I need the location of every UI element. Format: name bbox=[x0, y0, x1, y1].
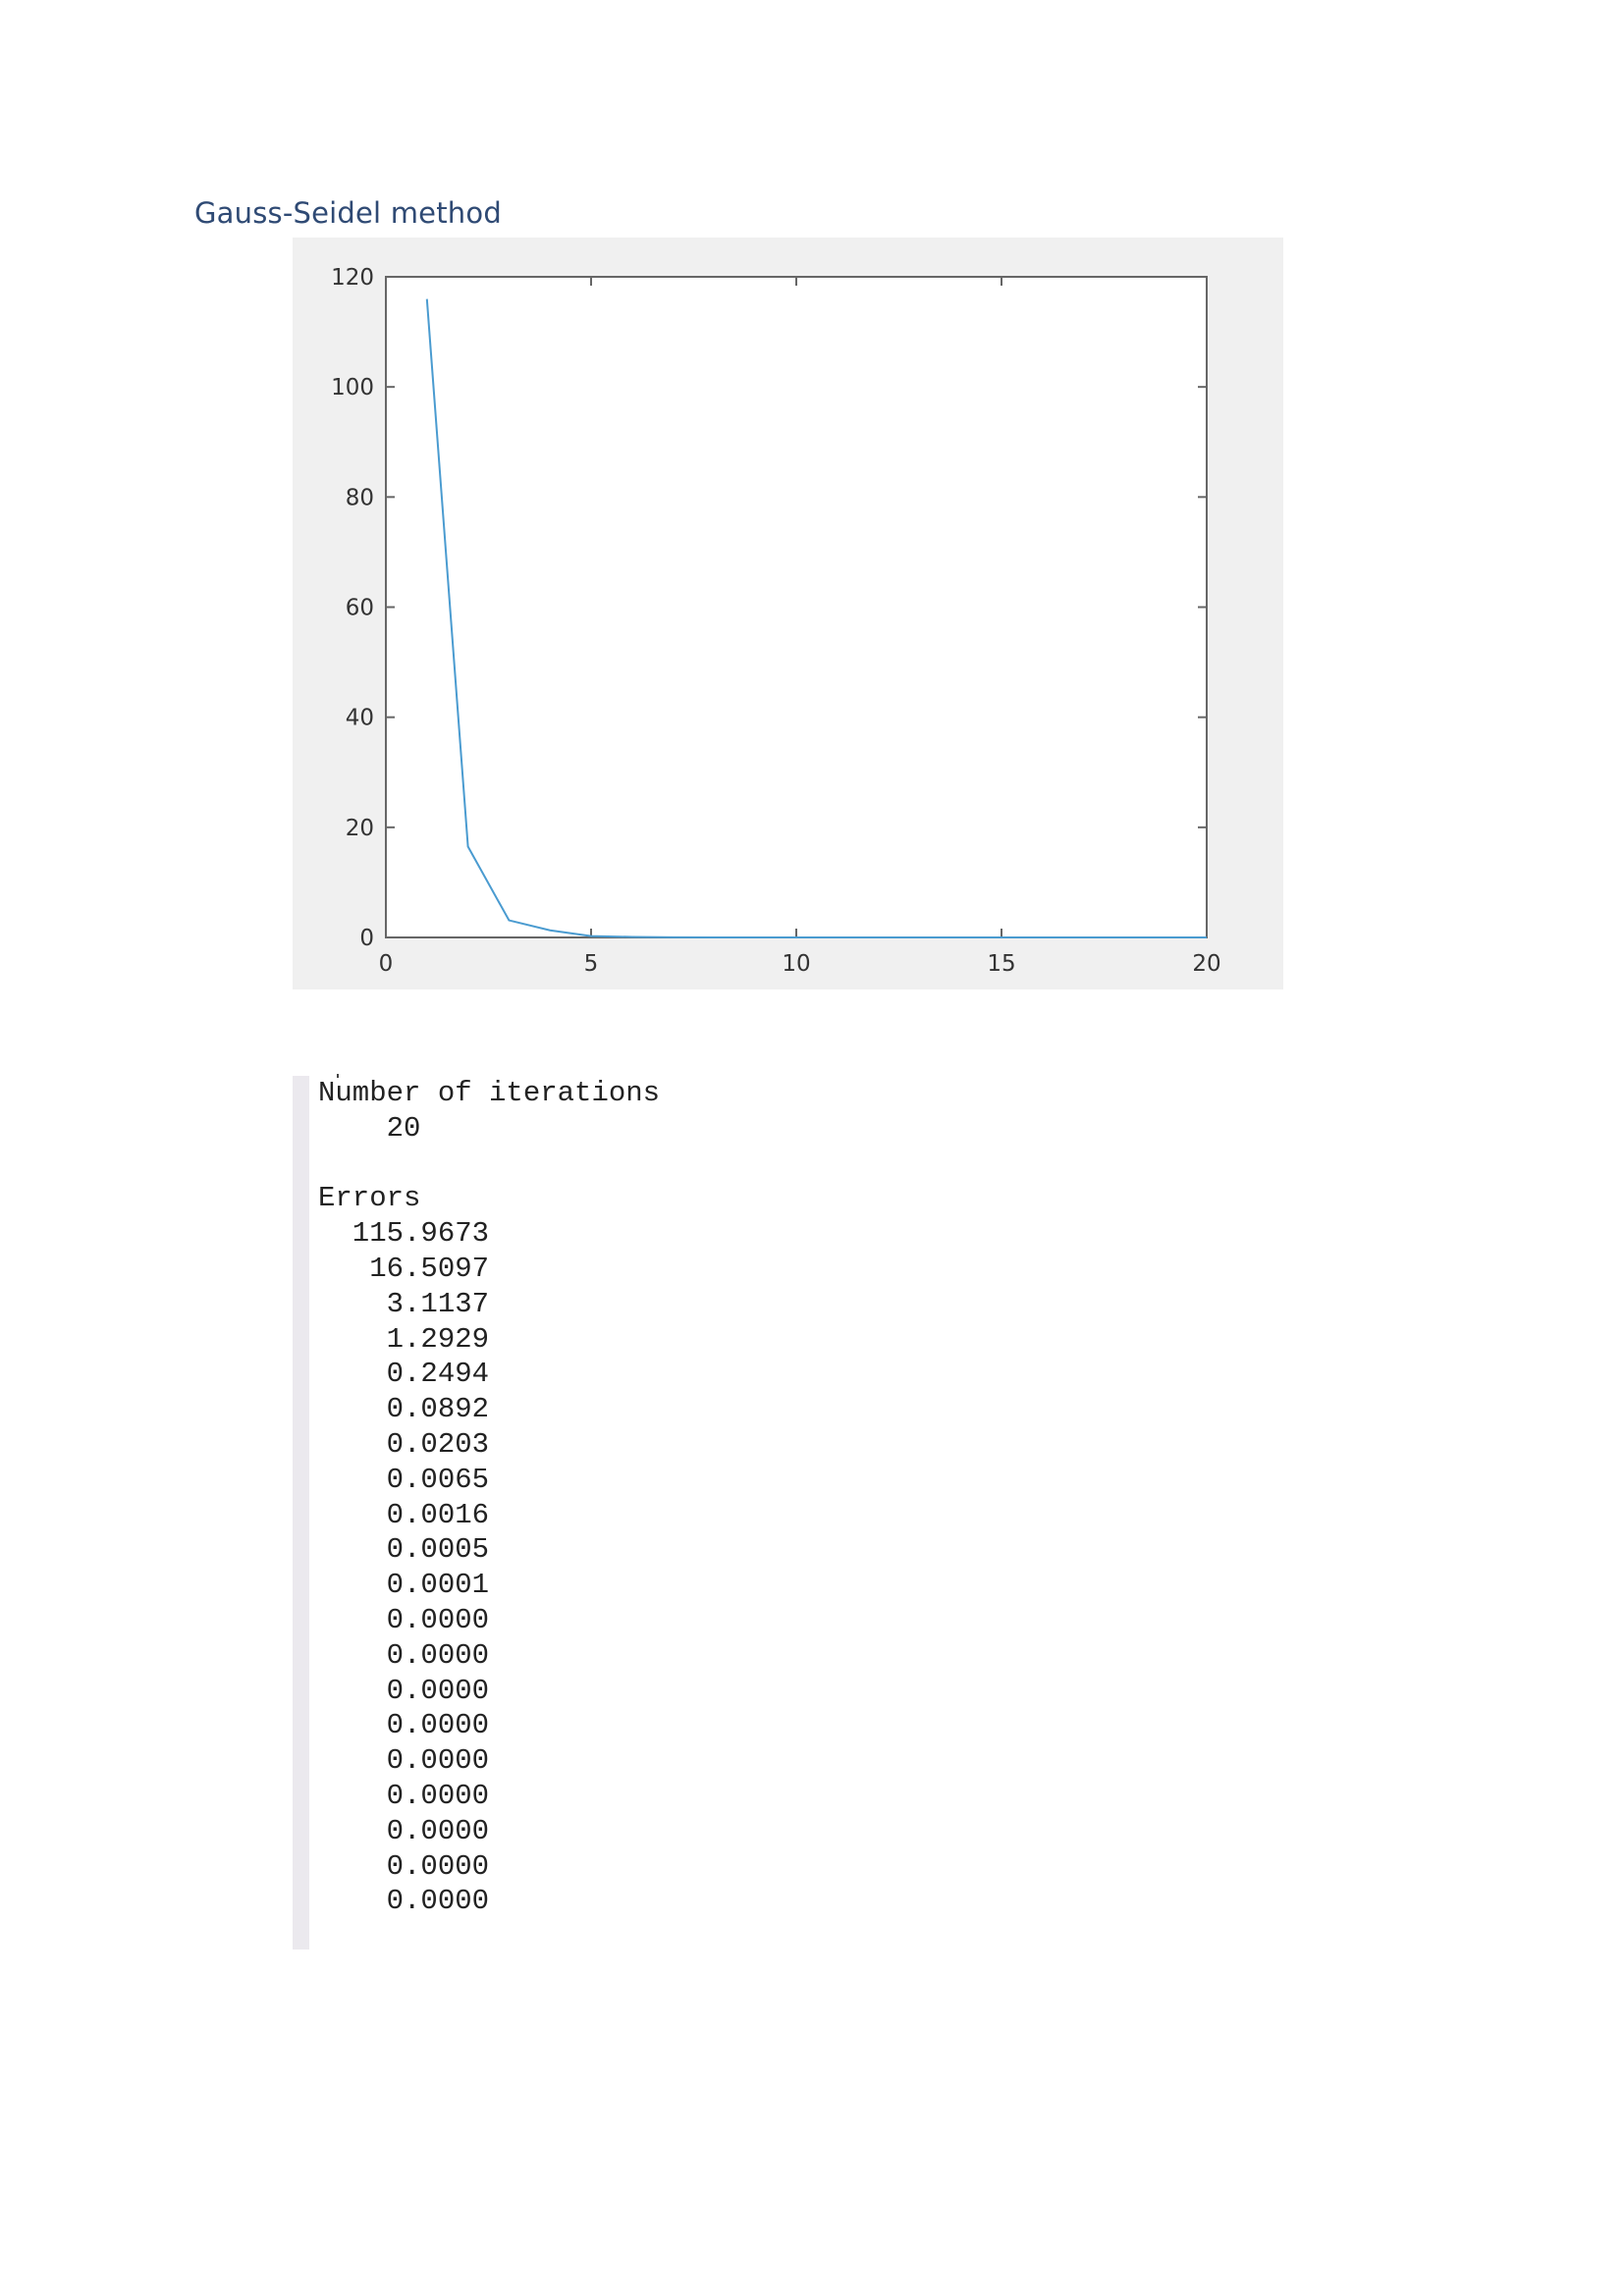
y-tick-label: 100 bbox=[331, 375, 374, 400]
error-value: 0.2494 bbox=[318, 1358, 490, 1391]
page-heading: Gauss-Seidel method bbox=[194, 196, 502, 230]
figure-panel: 0 5 10 15 20 0 20 40 60 80 100 120 bbox=[293, 238, 1283, 989]
errors-label: Errors bbox=[318, 1182, 421, 1215]
error-value: 0.0000 bbox=[318, 1709, 490, 1742]
error-value: 0.0065 bbox=[318, 1463, 490, 1496]
error-value: 0.0000 bbox=[318, 1885, 490, 1918]
error-value: 16.5097 bbox=[318, 1252, 490, 1285]
plot-area bbox=[385, 276, 1208, 938]
x-tick-label: 5 bbox=[584, 951, 599, 977]
console-text: Number of iterations 20 Errors 115.9673 … bbox=[318, 1076, 660, 1919]
error-value: 0.0000 bbox=[318, 1638, 490, 1672]
error-value: 0.0001 bbox=[318, 1569, 490, 1602]
iterations-label: Number of iterations bbox=[318, 1077, 661, 1109]
error-value: 0.0000 bbox=[318, 1603, 490, 1636]
error-value: 0.0000 bbox=[318, 1744, 490, 1778]
x-tick-label: 15 bbox=[987, 951, 1015, 977]
y-tick-label: 0 bbox=[359, 926, 374, 951]
x-tick-label: 20 bbox=[1192, 951, 1220, 977]
error-value: 0.0000 bbox=[318, 1674, 490, 1707]
y-tick-label: 40 bbox=[346, 706, 374, 731]
errors-list: 115.9673 16.5097 3.1137 1.2929 0.2494 0.… bbox=[318, 1217, 489, 1917]
error-value: 115.9673 bbox=[318, 1217, 490, 1251]
error-value: 3.1137 bbox=[318, 1287, 490, 1320]
error-value: 0.0016 bbox=[318, 1498, 490, 1531]
y-tick-label: 20 bbox=[346, 816, 374, 841]
error-value: 0.0892 bbox=[318, 1393, 490, 1426]
error-value: 0.0000 bbox=[318, 1849, 490, 1883]
y-tick-label: 120 bbox=[331, 265, 374, 291]
console-stray-mark bbox=[337, 1074, 339, 1078]
error-line-chart: 0 5 10 15 20 0 20 40 60 80 100 120 bbox=[331, 265, 1221, 977]
y-tick-label: 80 bbox=[346, 485, 374, 510]
series-line bbox=[425, 298, 1207, 938]
error-value: 0.0203 bbox=[318, 1427, 490, 1461]
x-tick-label: 10 bbox=[782, 951, 810, 977]
error-value: 0.0000 bbox=[318, 1779, 490, 1812]
console-gutter bbox=[293, 1076, 309, 1949]
x-tick-label: 0 bbox=[379, 951, 394, 977]
iterations-value: 20 bbox=[386, 1111, 421, 1145]
console-output: Number of iterations 20 Errors 115.9673 … bbox=[293, 1074, 980, 1949]
error-value: 1.2929 bbox=[318, 1322, 490, 1356]
y-tick-label: 60 bbox=[346, 596, 374, 621]
error-value: 0.0005 bbox=[318, 1533, 490, 1567]
error-value: 0.0000 bbox=[318, 1814, 490, 1847]
